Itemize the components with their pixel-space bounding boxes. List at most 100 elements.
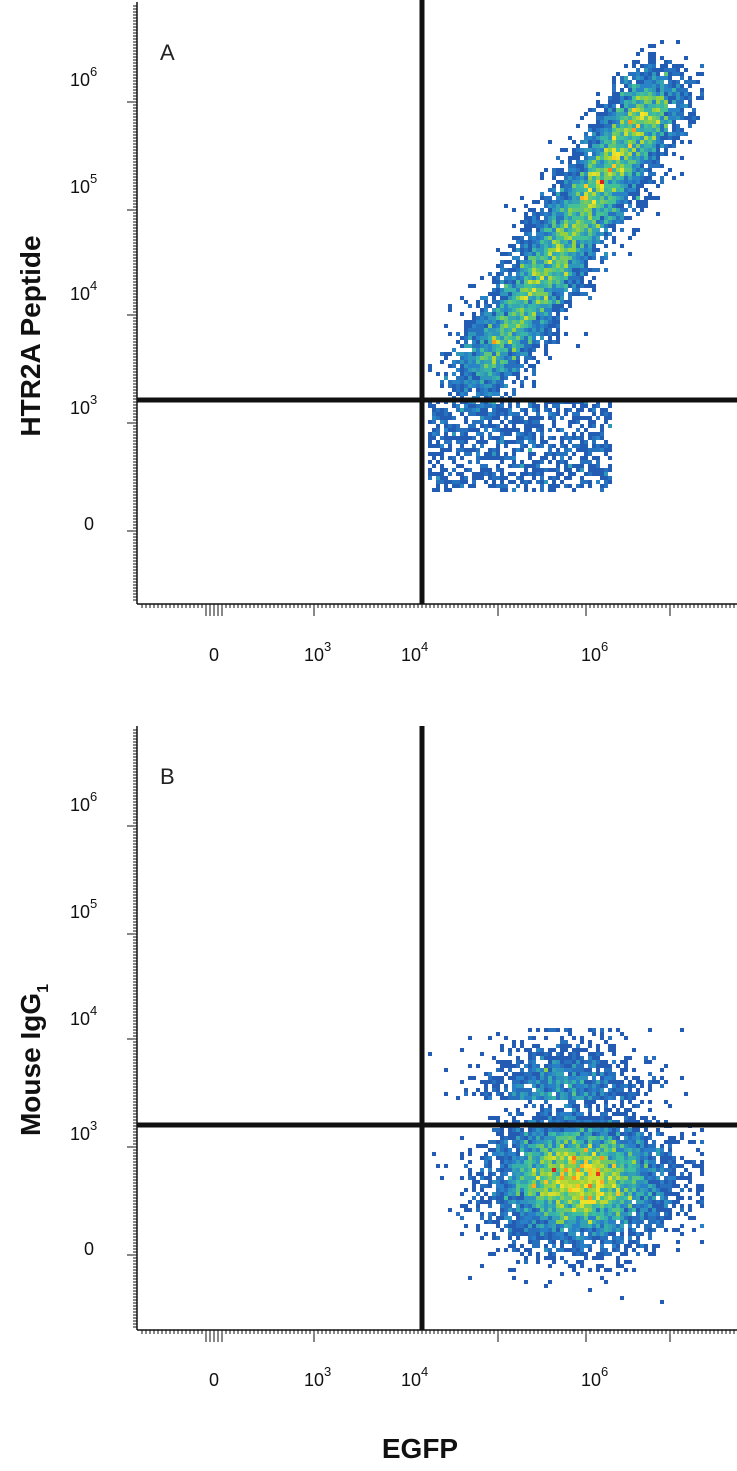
density-dot	[572, 284, 576, 288]
density-dot	[524, 1092, 528, 1096]
density-dot	[552, 1244, 556, 1248]
density-dot	[480, 404, 484, 408]
density-dot	[552, 1196, 556, 1200]
density-dot	[596, 464, 600, 468]
density-dot	[688, 1216, 692, 1220]
density-dot	[544, 1152, 548, 1156]
density-dot	[648, 1212, 652, 1216]
density-dot	[484, 380, 488, 384]
density-dot	[596, 1176, 600, 1180]
density-dot	[468, 484, 472, 488]
density-dot	[680, 72, 684, 76]
density-dot	[604, 472, 608, 476]
density-dot	[612, 1044, 616, 1048]
density-dot	[624, 1252, 628, 1256]
density-dot	[448, 332, 452, 336]
density-dot	[556, 308, 560, 312]
density-dot	[544, 1164, 548, 1168]
density-dot	[440, 476, 444, 480]
density-dot	[576, 160, 580, 164]
density-dot	[584, 428, 588, 432]
density-dot	[620, 1204, 624, 1208]
density-dot	[504, 252, 508, 256]
density-dot	[540, 1172, 544, 1176]
density-dot	[624, 1068, 628, 1072]
density-dot	[648, 1028, 652, 1032]
density-dot	[504, 364, 508, 368]
density-dot	[552, 484, 556, 488]
density-dot	[500, 404, 504, 408]
density-dot	[524, 1132, 528, 1136]
density-dot	[652, 1076, 656, 1080]
density-dot	[508, 328, 512, 332]
density-dot	[484, 1092, 488, 1096]
density-dot	[468, 376, 472, 380]
density-dot	[444, 484, 448, 488]
density-dot	[460, 472, 464, 476]
density-dot	[536, 468, 540, 472]
density-dot	[512, 1228, 516, 1232]
density-dot	[568, 236, 572, 240]
density-dot	[688, 80, 692, 84]
density-dot	[556, 284, 560, 288]
density-dot	[508, 340, 512, 344]
density-dot	[532, 1052, 536, 1056]
density-dot	[584, 480, 588, 484]
density-dot	[480, 1212, 484, 1216]
density-dot	[604, 1144, 608, 1148]
density-dot	[480, 372, 484, 376]
density-dot	[520, 436, 524, 440]
density-dot	[544, 168, 548, 172]
density-dot	[588, 268, 592, 272]
density-dot	[580, 1160, 584, 1164]
density-dot	[516, 1176, 520, 1180]
density-dot	[504, 424, 508, 428]
density-dot	[672, 68, 676, 72]
density-dot	[584, 1104, 588, 1108]
density-dot	[560, 1192, 564, 1196]
density-dot	[664, 1152, 668, 1156]
density-dot	[496, 444, 500, 448]
density-dot	[616, 172, 620, 176]
density-dot	[612, 1104, 616, 1108]
density-dot	[604, 104, 608, 108]
density-dot	[604, 1196, 608, 1200]
density-dot	[540, 484, 544, 488]
density-dot	[476, 336, 480, 340]
density-dot	[552, 488, 556, 492]
density-dot	[620, 144, 624, 148]
density-dot	[584, 444, 588, 448]
density-dot	[668, 1200, 672, 1204]
density-dot	[552, 1064, 556, 1068]
density-dot	[464, 356, 468, 360]
density-dot	[536, 1256, 540, 1260]
density-dot	[516, 1084, 520, 1088]
density-dot	[648, 1148, 652, 1152]
density-dot	[540, 1224, 544, 1228]
density-dot	[592, 468, 596, 472]
density-dot	[512, 1088, 516, 1092]
density-dot	[584, 1128, 588, 1132]
density-dot	[636, 1164, 640, 1168]
density-dot	[688, 96, 692, 100]
density-dot	[596, 1168, 600, 1172]
density-dot	[492, 416, 496, 420]
density-dot	[528, 364, 532, 368]
density-dot	[524, 1260, 528, 1264]
density-dot	[512, 280, 516, 284]
density-dot	[668, 92, 672, 96]
density-dot	[508, 352, 512, 356]
density-dot	[572, 240, 576, 244]
density-dot	[584, 1144, 588, 1148]
density-dot	[504, 1196, 508, 1200]
density-dot	[524, 1256, 528, 1260]
density-dot	[676, 116, 680, 120]
density-dot	[560, 1248, 564, 1252]
density-dot	[544, 1248, 548, 1252]
density-dot	[624, 1156, 628, 1160]
density-dot	[576, 212, 580, 216]
density-dot	[508, 348, 512, 352]
density-dot	[580, 1148, 584, 1152]
density-dot	[484, 1184, 488, 1188]
density-dot	[496, 1132, 500, 1136]
